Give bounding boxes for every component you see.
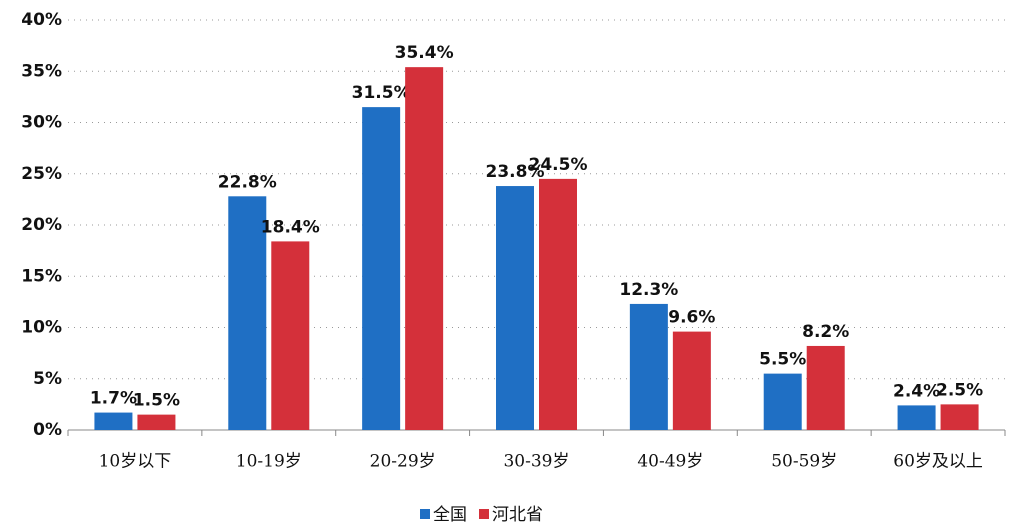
bar [228,196,267,430]
legend-label: 河北省 [492,505,543,525]
y-tick-label: 30% [21,113,62,133]
bar [763,373,802,430]
y-tick-label: 40% [21,10,62,30]
x-tick-label: 60岁及以上 [893,452,983,472]
x-tick-label: 10-19岁 [236,452,302,472]
x-tick-label: 40-49岁 [637,452,703,472]
value-label: 9.6% [668,308,715,328]
value-label: 35.4% [395,43,454,63]
value-label: 22.8% [218,172,277,192]
bar [539,178,577,430]
y-tick-label: 0% [33,420,62,440]
y-tick-label: 35% [21,61,62,81]
y-tick-label: 20% [21,215,62,235]
y-tick-label: 25% [21,164,62,184]
bar [94,412,133,430]
bar [271,241,310,430]
x-tick-label: 10岁以下 [99,452,172,472]
value-label: 24.5% [529,155,588,175]
bar [672,331,711,430]
bar [362,107,401,430]
bar [496,186,534,430]
legend-label: 全国 [433,505,467,525]
value-label: 12.3% [619,280,678,300]
x-tick-label: 20-29岁 [370,452,436,472]
bar [405,67,444,431]
x-tick-label: 30-39岁 [503,452,569,472]
value-label: 1.5% [133,391,180,411]
y-tick-label: 15% [21,266,62,286]
value-label: 18.4% [261,217,320,237]
value-label: 5.5% [759,350,806,370]
value-label: 8.2% [802,322,849,342]
value-label: 23.8% [486,162,545,182]
value-label: 1.7% [90,389,137,409]
x-tick-label: 50-59岁 [771,452,837,472]
value-label: 31.5% [352,83,411,103]
legend-swatch [479,509,489,519]
value-label: 2.5% [936,380,983,400]
bar [897,405,936,430]
bar [629,303,668,430]
y-tick-label: 10% [21,318,62,338]
legend-swatch [420,509,430,519]
bar [137,414,176,430]
bar [940,404,979,430]
y-tick-label: 5% [33,369,62,389]
bar [806,345,845,430]
value-label: 2.4% [893,381,940,401]
